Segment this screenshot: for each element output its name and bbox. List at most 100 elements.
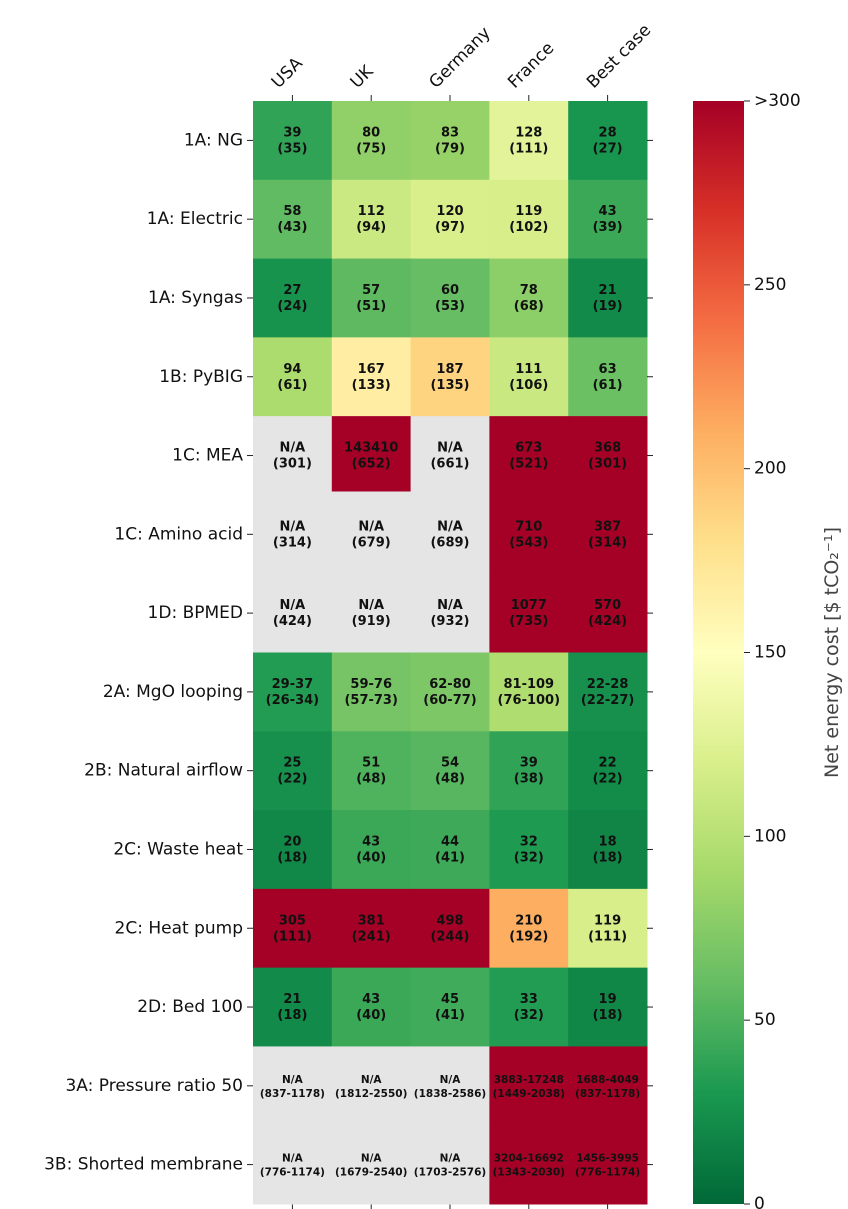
cell-subvalue: (301)	[273, 457, 312, 472]
row-label: 2B: Natural airflow	[84, 761, 243, 781]
cell-subvalue: (75)	[356, 141, 386, 156]
cell-value: N/A	[361, 1153, 383, 1165]
cell-value: 62-80	[429, 677, 471, 692]
cell-subvalue: (40)	[356, 1008, 386, 1023]
cell-subvalue: (51)	[356, 299, 386, 314]
cell-subvalue: (48)	[435, 772, 465, 787]
cell-subvalue: (22-27)	[581, 693, 634, 708]
cell-value: 19	[599, 992, 617, 1007]
cell-subvalue: (1703-2576)	[414, 1167, 486, 1179]
cell-value: N/A	[361, 1074, 383, 1086]
column-label: UK	[347, 61, 378, 92]
cell-value: 1456-3995	[576, 1153, 639, 1165]
cell-value: 128	[515, 125, 542, 140]
cell-subvalue: (18)	[593, 850, 623, 865]
cell-subvalue: (79)	[435, 141, 465, 156]
heatmap-cell	[253, 1125, 333, 1205]
cell-value: 22-28	[587, 677, 629, 692]
cell-subvalue: (111)	[509, 141, 548, 156]
cell-subvalue: (94)	[356, 220, 386, 235]
cell-value: N/A	[280, 598, 306, 613]
cell-subvalue: (18)	[277, 1008, 307, 1023]
cell-value: 167	[358, 362, 385, 377]
heatmap-cell	[331, 810, 412, 890]
cell-value: 60	[441, 283, 459, 298]
heatmap-cell	[568, 888, 648, 969]
cell-value: 44	[441, 834, 459, 849]
cell-value: 3883-17248	[494, 1074, 564, 1086]
row-label: 3B: Shorted membrane	[44, 1155, 243, 1175]
cell-subvalue: (48)	[356, 772, 386, 787]
cell-subvalue: (22)	[593, 772, 623, 787]
heatmap-cell	[253, 494, 333, 575]
cell-value: N/A	[440, 1153, 462, 1165]
colorbar-ticks: 0 50 100 150 200 250 >300	[744, 91, 801, 1209]
heatmap-cell	[253, 652, 333, 732]
heatmap-cell	[489, 258, 569, 338]
cell-value: 27	[283, 283, 301, 298]
heatmap-cell	[489, 179, 569, 260]
cell-value: 25	[283, 756, 301, 771]
cell-subvalue: (1449-2038)	[493, 1088, 565, 1100]
heatmap-cell	[410, 337, 490, 417]
cell-subvalue: (424)	[588, 614, 627, 629]
heatmap-cell	[253, 888, 333, 969]
cell-subvalue: (97)	[435, 220, 465, 235]
heatmap-cell	[331, 258, 412, 338]
cell-subvalue: (111)	[273, 929, 312, 944]
cell-value: 28	[599, 125, 617, 140]
heatmap-cell	[489, 810, 569, 890]
colorbar-gradient	[693, 101, 744, 1204]
heatmap-cell	[331, 494, 412, 575]
cell-subvalue: (776-1174)	[575, 1167, 640, 1179]
cell-subvalue: (18)	[593, 1008, 623, 1023]
cell-value: 143410	[344, 441, 398, 456]
cell-value: N/A	[437, 441, 463, 456]
cell-subvalue: (41)	[435, 1008, 465, 1023]
cell-value: 3204-16692	[494, 1153, 564, 1165]
colorbar-tick-label: 50	[754, 1010, 776, 1030]
cell-value: 20	[283, 834, 301, 849]
heatmap-cell	[489, 416, 569, 496]
heatmap-cell	[410, 888, 490, 969]
cell-subvalue: (424)	[273, 614, 312, 629]
heatmap-cell	[331, 731, 412, 811]
cell-value: 51	[362, 756, 380, 771]
cell-subvalue: (18)	[277, 850, 307, 865]
heatmap-cell	[253, 101, 333, 181]
heatmap-cell	[568, 179, 648, 260]
cell-value: 22	[599, 756, 617, 771]
row-label: 2C: Waste heat	[113, 839, 243, 859]
cell-value: 119	[515, 204, 542, 219]
row-label: 1C: Amino acid	[114, 524, 243, 544]
heatmap-cell	[489, 967, 569, 1047]
cell-value: 673	[515, 441, 542, 456]
heatmap-cell	[410, 731, 490, 811]
heatmap-cell	[410, 967, 490, 1047]
column-label: Germany	[425, 23, 494, 92]
heatmap-cell	[253, 967, 333, 1047]
cell-value: 1688-4049	[576, 1074, 639, 1086]
cell-subvalue: (661)	[430, 457, 469, 472]
cell-subvalue: (76-100)	[498, 693, 561, 708]
cell-value: 80	[362, 125, 380, 140]
cell-value: 57	[362, 283, 380, 298]
heatmap-cell	[410, 652, 490, 732]
cell-subvalue: (43)	[277, 220, 307, 235]
heatmap-cell	[331, 337, 412, 417]
heatmap-cell	[568, 810, 648, 890]
cell-subvalue: (32)	[514, 1008, 544, 1023]
heatmap-cell	[489, 573, 569, 653]
cell-subvalue: (61)	[277, 378, 307, 393]
heatmap-cell	[331, 652, 412, 732]
cell-subvalue: (735)	[509, 614, 548, 629]
cell-value: 39	[520, 756, 538, 771]
cell-subvalue: (24)	[277, 299, 307, 314]
heatmap-cell	[568, 101, 648, 181]
cell-subvalue: (32)	[514, 850, 544, 865]
cell-subvalue: (111)	[588, 929, 627, 944]
cell-subvalue: (776-1174)	[260, 1167, 325, 1179]
cell-value: 18	[599, 834, 617, 849]
cell-subvalue: (102)	[509, 220, 548, 235]
heatmap-cell	[568, 967, 648, 1047]
